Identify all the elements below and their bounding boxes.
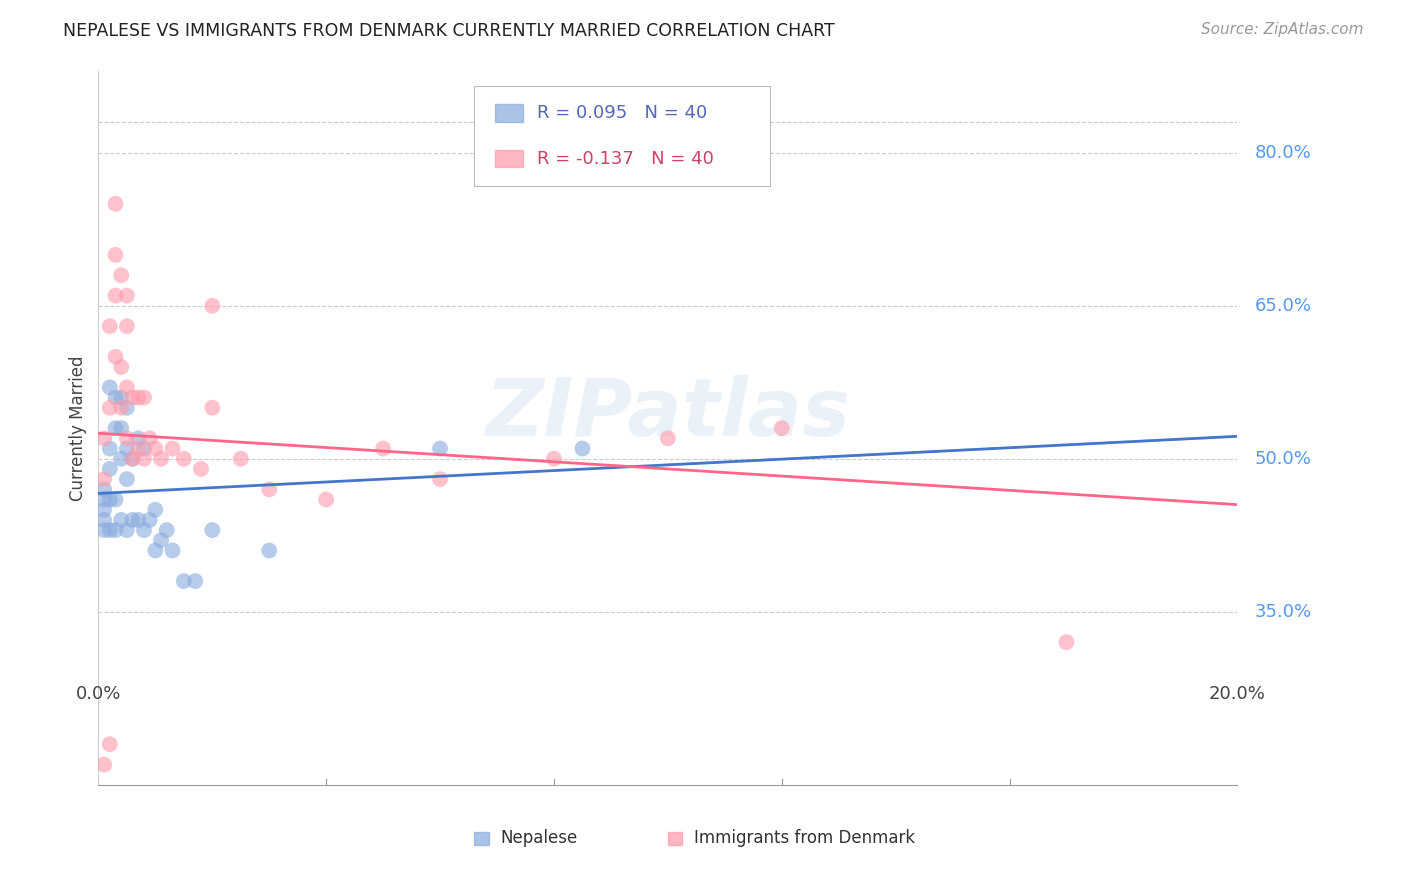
Point <box>93 431 115 445</box>
Point <box>138 513 160 527</box>
Point <box>315 492 337 507</box>
Text: Source: ZipAtlas.com: Source: ZipAtlas.com <box>1201 22 1364 37</box>
FancyBboxPatch shape <box>474 86 770 186</box>
Point <box>98 492 121 507</box>
Point <box>571 442 593 456</box>
Point <box>543 451 565 466</box>
Point <box>150 451 173 466</box>
Point <box>115 319 138 334</box>
Point <box>98 523 121 537</box>
Text: R = 0.095   N = 40: R = 0.095 N = 40 <box>537 103 707 121</box>
Point <box>93 513 115 527</box>
Point <box>121 513 143 527</box>
Point <box>127 391 149 405</box>
Text: 80.0%: 80.0% <box>1254 144 1312 162</box>
Point <box>115 288 138 302</box>
Text: 65.0%: 65.0% <box>1254 297 1312 315</box>
Point <box>201 401 224 415</box>
Point <box>132 391 155 405</box>
Point <box>104 350 127 364</box>
Point <box>201 523 224 537</box>
Point <box>115 401 138 415</box>
Point <box>110 401 132 415</box>
Point <box>110 421 132 435</box>
Point <box>145 442 167 456</box>
Point <box>98 737 121 751</box>
Point <box>138 431 160 445</box>
Point <box>145 543 167 558</box>
Point <box>429 472 451 486</box>
Point <box>1056 635 1078 649</box>
Point <box>98 319 121 334</box>
Point <box>156 523 179 537</box>
Point <box>93 483 115 497</box>
Point <box>145 502 167 516</box>
Point <box>115 523 138 537</box>
Point <box>121 391 143 405</box>
Point <box>201 299 224 313</box>
Point <box>93 492 115 507</box>
Point <box>770 421 793 435</box>
Text: R = -0.137   N = 40: R = -0.137 N = 40 <box>537 150 714 168</box>
Bar <box>495 103 523 121</box>
Point <box>115 380 138 394</box>
Point <box>121 451 143 466</box>
Point <box>93 523 115 537</box>
Point <box>110 513 132 527</box>
Point <box>98 401 121 415</box>
Bar <box>668 832 682 845</box>
Point <box>229 451 252 466</box>
Text: 0.0%: 0.0% <box>76 685 121 703</box>
Text: ZIPatlas: ZIPatlas <box>485 375 851 453</box>
Point <box>127 513 149 527</box>
Y-axis label: Currently Married: Currently Married <box>69 355 87 501</box>
Bar <box>474 832 489 845</box>
Point <box>115 431 138 445</box>
Point <box>190 462 212 476</box>
Point <box>173 574 195 588</box>
Point <box>150 533 173 548</box>
Point <box>104 523 127 537</box>
Point <box>115 442 138 456</box>
Point <box>104 197 127 211</box>
Point <box>93 472 115 486</box>
Point <box>259 483 281 497</box>
Point <box>162 543 184 558</box>
Point <box>132 523 155 537</box>
Point <box>104 421 127 435</box>
Point <box>98 442 121 456</box>
Point <box>184 574 207 588</box>
Point <box>259 543 281 558</box>
Text: 35.0%: 35.0% <box>1254 603 1312 621</box>
Text: Immigrants from Denmark: Immigrants from Denmark <box>693 830 915 847</box>
Point <box>657 431 679 445</box>
Point <box>132 442 155 456</box>
Text: 50.0%: 50.0% <box>1254 450 1312 467</box>
Point <box>121 451 143 466</box>
Point <box>98 462 121 476</box>
Point <box>110 359 132 374</box>
Point <box>162 442 184 456</box>
Text: NEPALESE VS IMMIGRANTS FROM DENMARK CURRENTLY MARRIED CORRELATION CHART: NEPALESE VS IMMIGRANTS FROM DENMARK CURR… <box>63 22 835 40</box>
Text: Nepalese: Nepalese <box>501 830 578 847</box>
Point <box>127 431 149 445</box>
Point <box>110 451 132 466</box>
Point <box>110 391 132 405</box>
Point <box>93 757 115 772</box>
Point <box>132 451 155 466</box>
Point <box>127 442 149 456</box>
Point <box>373 442 395 456</box>
Point <box>115 472 138 486</box>
Text: 20.0%: 20.0% <box>1209 685 1265 703</box>
Point <box>429 442 451 456</box>
Point <box>93 502 115 516</box>
Point <box>173 451 195 466</box>
Point <box>110 268 132 283</box>
Point <box>104 288 127 302</box>
Point <box>104 248 127 262</box>
Bar <box>495 150 523 168</box>
Point <box>104 391 127 405</box>
Point <box>104 492 127 507</box>
Point <box>98 380 121 394</box>
